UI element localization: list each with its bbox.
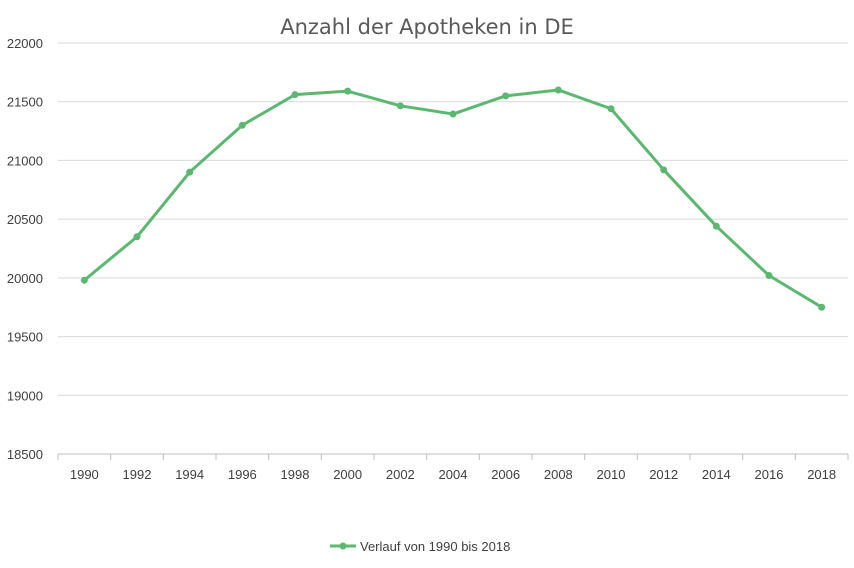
y-tick-label: 22000 xyxy=(7,36,43,51)
y-tick-label: 18500 xyxy=(7,447,43,462)
data-point xyxy=(396,102,404,110)
x-tick-label: 1994 xyxy=(175,467,204,482)
y-axis-ticks: 18500 19000 19500 20000 20500 21000 21500 22000 xyxy=(7,36,43,462)
y-tick-label: 19500 xyxy=(7,330,43,345)
x-axis: 1990 1992 1994 1996 1998 2000 2002 2004 2006 2008… xyxy=(57,453,849,482)
x-tick-label: 2012 xyxy=(649,467,678,482)
x-tick-label: 2016 xyxy=(755,467,784,482)
data-point xyxy=(712,222,720,230)
x-tick-label: 2002 xyxy=(386,467,415,482)
x-tick-label: 2004 xyxy=(439,467,468,482)
data-point xyxy=(607,105,615,113)
x-tick-label: 2008 xyxy=(544,467,573,482)
data-point xyxy=(344,87,352,95)
data-point xyxy=(765,272,773,280)
data-point xyxy=(818,303,826,311)
y-tick-label: 20500 xyxy=(7,212,43,227)
data-point xyxy=(133,233,141,241)
data-point xyxy=(449,110,457,118)
x-tick-label: 1998 xyxy=(281,467,310,482)
y-tick-label: 21500 xyxy=(7,95,43,110)
data-point xyxy=(660,166,668,174)
legend-marker-swatch xyxy=(339,542,347,550)
gridlines xyxy=(58,42,848,396)
x-tick-label: 2000 xyxy=(333,467,362,482)
data-point xyxy=(80,276,88,284)
x-tick-label: 2010 xyxy=(597,467,626,482)
x-tick-label: 1992 xyxy=(123,467,152,482)
data-point xyxy=(502,92,510,100)
x-tick-label: 2018 xyxy=(807,467,836,482)
data-point xyxy=(238,121,246,129)
x-tick-label: 1990 xyxy=(70,467,99,482)
data-point xyxy=(186,168,194,176)
legend: Verlauf von 1990 bis 2018 xyxy=(330,539,510,554)
data-point xyxy=(554,86,562,94)
x-tick-label: 2014 xyxy=(702,467,731,482)
series-layer xyxy=(80,86,826,311)
x-tick-label: 2006 xyxy=(491,467,520,482)
y-tick-label: 20000 xyxy=(7,271,43,286)
data-point xyxy=(291,91,299,99)
chart-title: Anzahl der Apotheken in DE xyxy=(280,15,574,39)
legend-label: Verlauf von 1990 bis 2018 xyxy=(360,539,510,554)
y-tick-label: 21000 xyxy=(7,153,43,168)
series-line xyxy=(82,88,824,309)
y-tick-label: 19000 xyxy=(7,388,43,403)
x-tick-label: 1996 xyxy=(228,467,257,482)
